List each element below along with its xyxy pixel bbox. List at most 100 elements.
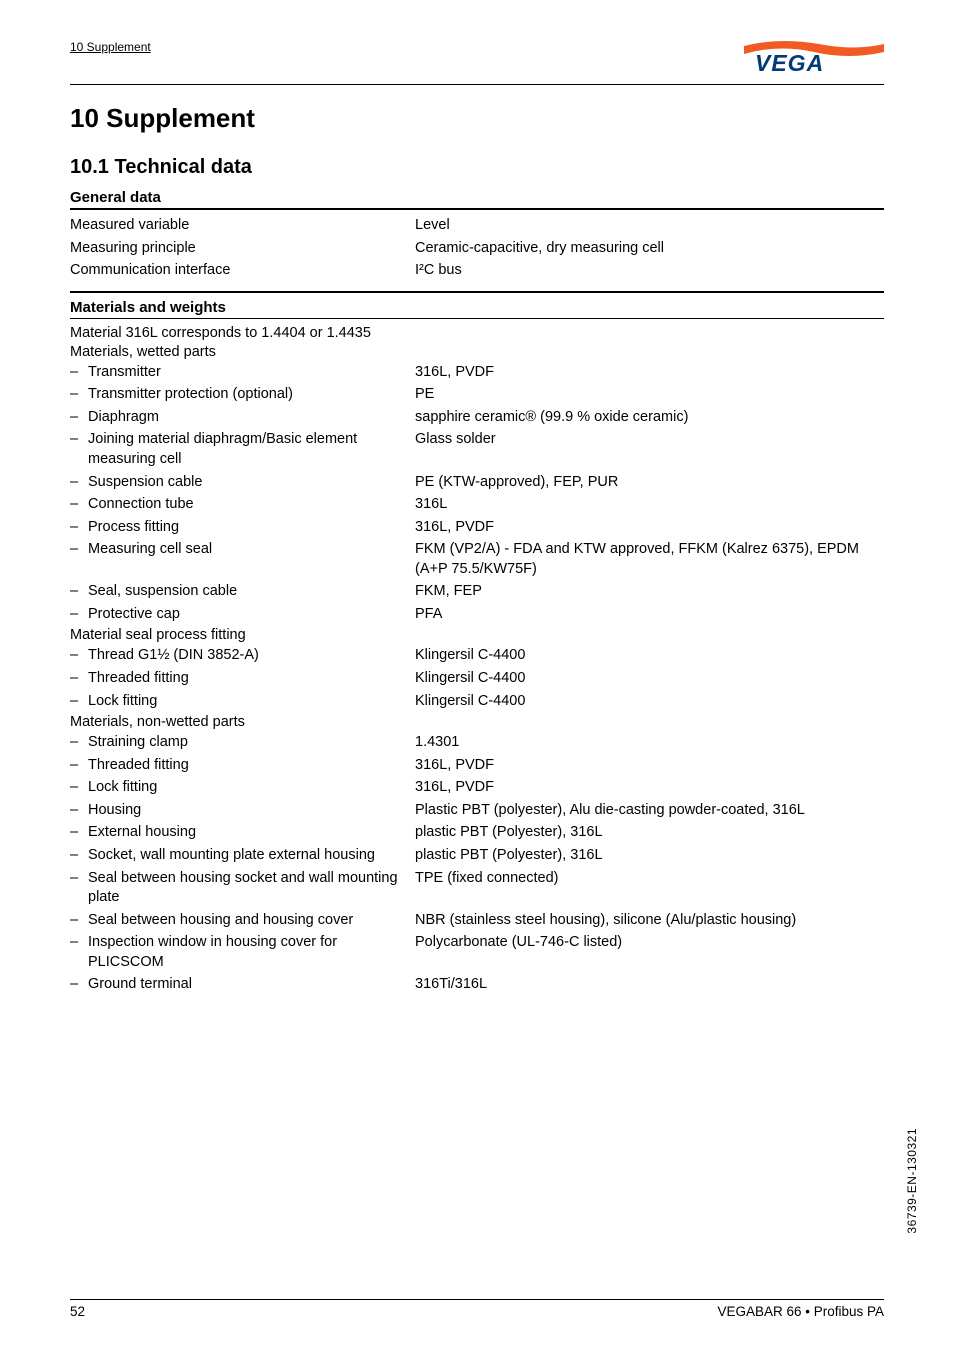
value: 1.4301 xyxy=(415,733,884,753)
value: PFA xyxy=(415,605,884,625)
page-number: 52 xyxy=(70,1304,85,1319)
value: 316L xyxy=(415,495,884,515)
data-row: Socket, wall mounting plate external hou… xyxy=(70,846,884,866)
data-row: Transmitter316L, PVDF xyxy=(70,363,884,383)
label: Transmitter xyxy=(70,363,415,383)
label: Measured variable xyxy=(70,216,415,236)
label: Inspection window in housing cover for P… xyxy=(70,933,415,972)
data-row: Suspension cablePE (KTW-approved), FEP, … xyxy=(70,473,884,493)
label: Socket, wall mounting plate external hou… xyxy=(70,846,415,866)
value: Plastic PBT (polyester), Alu die-casting… xyxy=(415,801,884,821)
label: Seal between housing and housing cover xyxy=(70,911,415,931)
materials-intro-4: Materials, non-wetted parts xyxy=(70,714,884,730)
label: Straining clamp xyxy=(70,733,415,753)
side-document-code: 36739-EN-130321 xyxy=(905,1128,919,1234)
vega-logo: VEGA xyxy=(744,40,884,76)
label: Seal between housing socket and wall mou… xyxy=(70,869,415,908)
label: Transmitter protection (optional) xyxy=(70,385,415,405)
value: Level xyxy=(415,216,884,236)
value: NBR (stainless steel housing), silicone … xyxy=(415,911,884,931)
value: plastic PBT (Polyester), 316L xyxy=(415,846,884,866)
label: Measuring principle xyxy=(70,239,415,259)
value: Glass solder xyxy=(415,430,884,450)
value: sapphire ceramic® (99.9 % oxide ceramic) xyxy=(415,408,884,428)
value: 316L, PVDF xyxy=(415,363,884,383)
data-row: External housingplastic PBT (Polyester),… xyxy=(70,823,884,843)
value: TPE (fixed connected) xyxy=(415,869,884,889)
label: Diaphragm xyxy=(70,408,415,428)
label: Threaded fitting xyxy=(70,669,415,689)
rule xyxy=(70,291,884,293)
label: Connection tube xyxy=(70,495,415,515)
wetted-rows: Transmitter316L, PVDF Transmitter protec… xyxy=(70,363,884,625)
rule xyxy=(70,318,884,319)
data-row: Measuring principleCeramic-capacitive, d… xyxy=(70,239,884,259)
data-row: Communication interfaceI²C bus xyxy=(70,261,884,281)
value: FKM, FEP xyxy=(415,582,884,602)
materials-intro-3: Material seal process fitting xyxy=(70,627,884,643)
label: Ground terminal xyxy=(70,975,415,995)
data-row: Seal between housing socket and wall mou… xyxy=(70,869,884,908)
value: PE (KTW-approved), FEP, PUR xyxy=(415,473,884,493)
label: Threaded fitting xyxy=(70,756,415,776)
value: 316L, PVDF xyxy=(415,778,884,798)
data-row: Protective capPFA xyxy=(70,605,884,625)
data-row: Thread G1½ (DIN 3852-A)Klingersil C-4400 xyxy=(70,646,884,666)
data-row: Inspection window in housing cover for P… xyxy=(70,933,884,972)
header-divider xyxy=(70,84,884,85)
rule xyxy=(70,208,884,210)
svg-text:VEGA: VEGA xyxy=(755,50,824,76)
materials-heading: Materials and weights xyxy=(70,299,884,316)
value: plastic PBT (Polyester), 316L xyxy=(415,823,884,843)
label: Process fitting xyxy=(70,518,415,538)
materials-intro-2: Materials, wetted parts xyxy=(70,344,884,360)
value: FKM (VP2/A) - FDA and KTW approved, FFKM… xyxy=(415,540,884,579)
label: Communication interface xyxy=(70,261,415,281)
data-row: Seal between housing and housing coverNB… xyxy=(70,911,884,931)
general-data-heading: General data xyxy=(70,189,884,206)
top-header: 10 Supplement VEGA xyxy=(70,40,884,76)
data-row: Connection tube316L xyxy=(70,495,884,515)
data-row: Threaded fittingKlingersil C-4400 xyxy=(70,669,884,689)
value: Ceramic-capacitive, dry measuring cell xyxy=(415,239,884,259)
document-name: VEGABAR 66 • Profibus PA xyxy=(717,1304,884,1319)
label: Measuring cell seal xyxy=(70,540,415,560)
label: Joining material diaphragm/Basic element… xyxy=(70,430,415,469)
footer: 52 VEGABAR 66 • Profibus PA xyxy=(70,1299,884,1319)
value: Klingersil C-4400 xyxy=(415,646,884,666)
materials-intro-1: Material 316L corresponds to 1.4404 or 1… xyxy=(70,325,884,341)
label: Suspension cable xyxy=(70,473,415,493)
label: Seal, suspension cable xyxy=(70,582,415,602)
value: Klingersil C-4400 xyxy=(415,692,884,712)
value: Klingersil C-4400 xyxy=(415,669,884,689)
data-row: Diaphragmsapphire ceramic® (99.9 % oxide… xyxy=(70,408,884,428)
footer-divider xyxy=(70,1299,884,1300)
data-row: Threaded fitting316L, PVDF xyxy=(70,756,884,776)
data-row: HousingPlastic PBT (polyester), Alu die-… xyxy=(70,801,884,821)
value: I²C bus xyxy=(415,261,884,281)
sealproc-rows: Thread G1½ (DIN 3852-A)Klingersil C-4400… xyxy=(70,646,884,711)
value: Polycarbonate (UL-746-C listed) xyxy=(415,933,884,953)
value: PE xyxy=(415,385,884,405)
data-row: Lock fittingKlingersil C-4400 xyxy=(70,692,884,712)
running-head: 10 Supplement xyxy=(70,40,151,54)
general-rows: Measured variableLevel Measuring princip… xyxy=(70,216,884,281)
label: Thread G1½ (DIN 3852-A) xyxy=(70,646,415,666)
value: 316L, PVDF xyxy=(415,518,884,538)
label: External housing xyxy=(70,823,415,843)
data-row: Lock fitting316L, PVDF xyxy=(70,778,884,798)
label: Housing xyxy=(70,801,415,821)
value: 316L, PVDF xyxy=(415,756,884,776)
footer-row: 52 VEGABAR 66 • Profibus PA xyxy=(70,1304,884,1319)
nonwetted-rows: Straining clamp1.4301 Threaded fitting31… xyxy=(70,733,884,995)
data-row: Seal, suspension cableFKM, FEP xyxy=(70,582,884,602)
data-row: Measuring cell sealFKM (VP2/A) - FDA and… xyxy=(70,540,884,579)
chapter-title: 10 Supplement xyxy=(70,103,884,134)
label: Lock fitting xyxy=(70,778,415,798)
data-row: Ground terminal316Ti/316L xyxy=(70,975,884,995)
data-row: Joining material diaphragm/Basic element… xyxy=(70,430,884,469)
section-title: 10.1 Technical data xyxy=(70,156,884,179)
label: Protective cap xyxy=(70,605,415,625)
data-row: Transmitter protection (optional)PE xyxy=(70,385,884,405)
data-row: Measured variableLevel xyxy=(70,216,884,236)
